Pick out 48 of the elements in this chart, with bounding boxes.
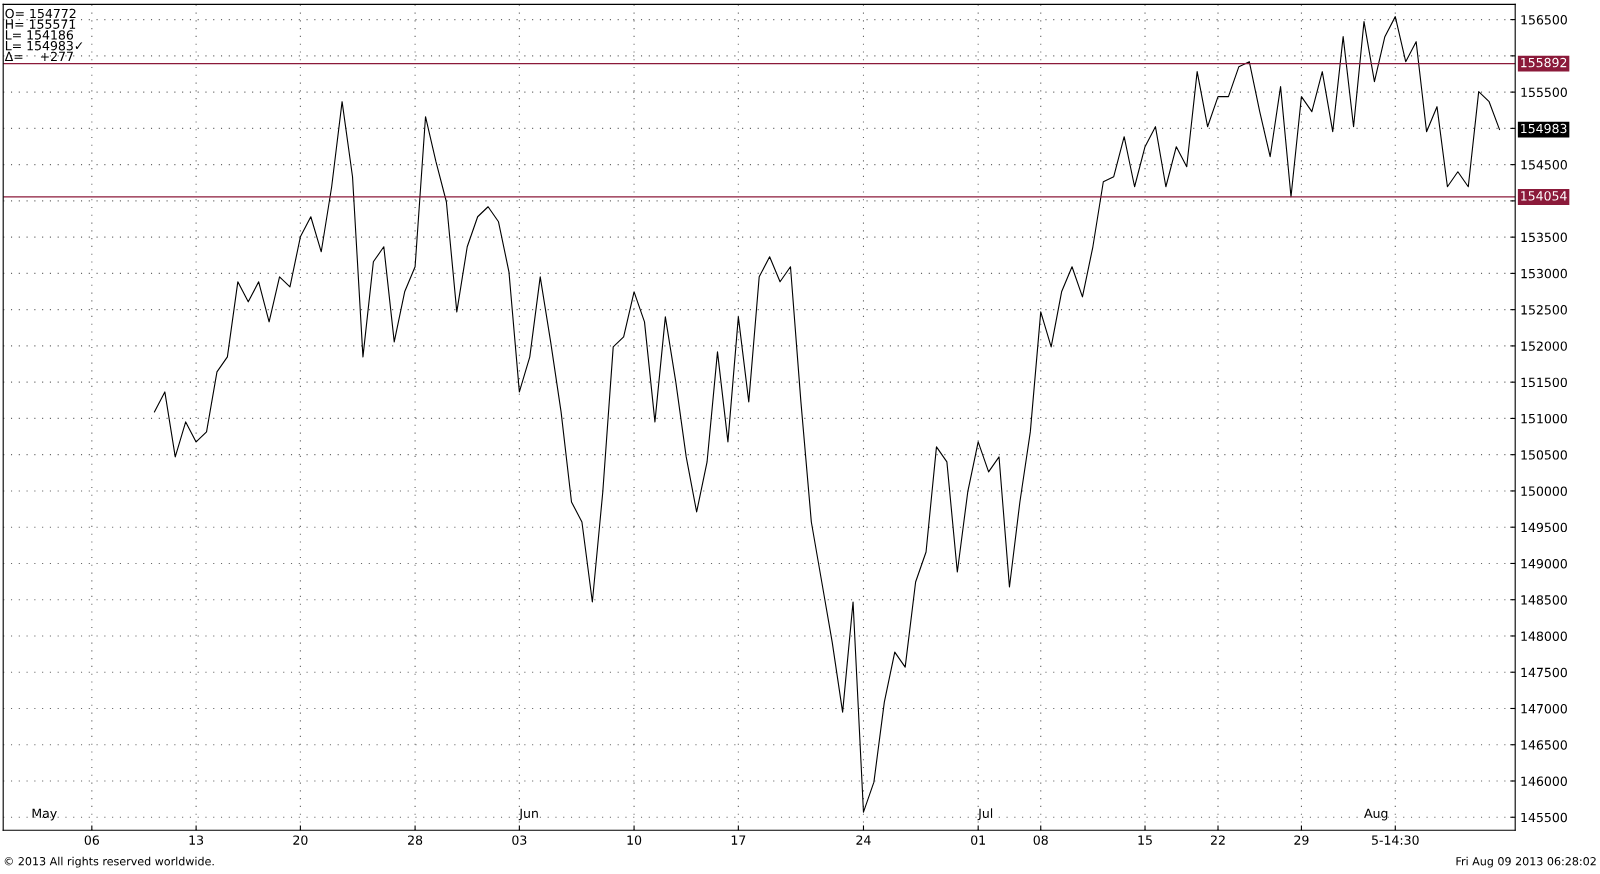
x-tick-label: 03 bbox=[512, 835, 527, 845]
y-tick-label: 148000 bbox=[1521, 631, 1567, 641]
y-tick-label: 151500 bbox=[1521, 377, 1567, 388]
annotation: Aug bbox=[1364, 808, 1388, 821]
x-tick-label: 20 bbox=[293, 835, 308, 845]
y-tick-label: 152000 bbox=[1521, 341, 1567, 351]
y-tick-label: 146500 bbox=[1521, 740, 1567, 750]
y-tick-label: 154500 bbox=[1521, 160, 1567, 170]
y-tick-label: 148500 bbox=[1521, 595, 1567, 605]
y-tick-label: 151000 bbox=[1521, 413, 1567, 424]
x-tick-label: 22 bbox=[1210, 835, 1225, 845]
x-tick-label: 08 bbox=[1033, 835, 1048, 845]
y-tick-label: 147500 bbox=[1521, 667, 1567, 678]
x-tick-label: 10 bbox=[627, 835, 642, 845]
x-tick-label: 28 bbox=[408, 835, 423, 845]
y-tick-label: 150500 bbox=[1521, 450, 1567, 460]
y-tick-label: 149000 bbox=[1521, 558, 1567, 569]
annotation: Jun bbox=[518, 808, 538, 821]
text: 154983 bbox=[1521, 123, 1567, 134]
x-tick-label: 01 bbox=[971, 835, 985, 845]
y-tick-label: 150000 bbox=[1521, 486, 1567, 496]
x-tick-label: 17 bbox=[731, 835, 746, 845]
text: Fri Aug 09 2013 06:28:02 bbox=[1456, 856, 1596, 868]
ref-line-label: 155892 bbox=[1521, 57, 1567, 68]
x-tick-label: 29 bbox=[1294, 835, 1309, 845]
y-tick-label: 152500 bbox=[1521, 305, 1567, 315]
annotation: L= 154186 bbox=[5, 30, 74, 40]
annotation: Jul bbox=[977, 808, 993, 821]
x-tick-label: 24 bbox=[856, 835, 871, 845]
annotation: May bbox=[32, 808, 57, 821]
annotation: Δ= +277 bbox=[4, 51, 73, 61]
annotation: O= 154772 bbox=[5, 8, 76, 19]
x-tick-label: 5-14:30 bbox=[1372, 835, 1419, 845]
y-tick-label: 147000 bbox=[1521, 703, 1567, 714]
annotation: H= 155571 bbox=[5, 19, 76, 29]
y-tick-label: 153000 bbox=[1521, 268, 1567, 279]
y-tick-label: 146000 bbox=[1521, 776, 1567, 786]
text: © 2013 All rights reserved worldwide. bbox=[4, 856, 214, 868]
y-tick-label: 149500 bbox=[1521, 522, 1567, 533]
y-tick-label: 153500 bbox=[1521, 232, 1567, 243]
ref-line-label: 154054 bbox=[1521, 191, 1567, 201]
y-tick-label: 155500 bbox=[1521, 87, 1567, 98]
x-tick-label: 06 bbox=[84, 835, 99, 845]
y-tick-label: 156500 bbox=[1521, 15, 1567, 25]
annotation: L= 154983✓ bbox=[5, 40, 83, 51]
x-tick-label: 15 bbox=[1138, 835, 1152, 845]
y-tick-label: 145500 bbox=[1521, 812, 1567, 823]
x-tick-label: 13 bbox=[189, 835, 204, 845]
